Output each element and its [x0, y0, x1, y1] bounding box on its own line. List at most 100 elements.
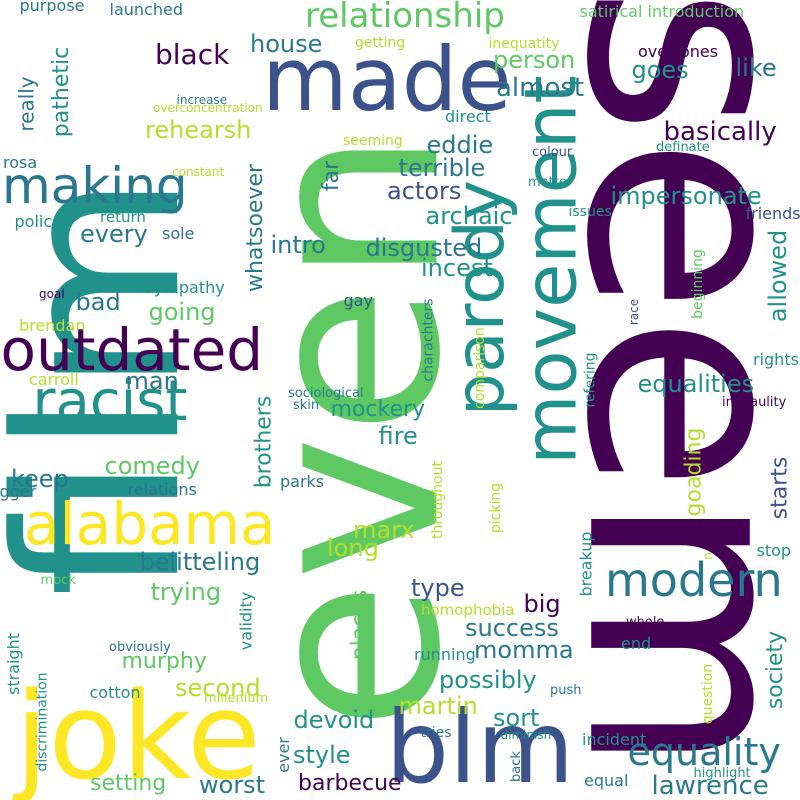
cloud-word: racist: [32, 369, 188, 434]
cloud-word: equalities: [637, 370, 755, 398]
cloud-word: diminish: [500, 728, 552, 742]
cloud-word: refering: [582, 352, 599, 408]
cloud-word: carroll: [29, 370, 79, 389]
cloud-word: disgusted: [365, 234, 483, 262]
cloud-word: charachters: [420, 298, 437, 382]
cloud-word: rosa: [3, 153, 38, 172]
cloud-word: setting: [90, 771, 167, 796]
cloud-word: whole: [626, 614, 665, 630]
cloud-word: terrible: [398, 154, 486, 182]
cloud-word: person: [493, 46, 576, 74]
cloud-word: picking: [488, 482, 505, 534]
cloud-word: incident: [582, 730, 647, 749]
cloud-word: highlight: [693, 765, 751, 781]
cloud-word: goes: [631, 56, 689, 84]
cloud-word: archaic: [425, 202, 513, 230]
cloud-word: comparison: [471, 327, 488, 409]
cloud-word: overconcentration: [153, 101, 263, 115]
cloud-word: places: [346, 589, 372, 661]
cloud-word: matter: [528, 174, 573, 190]
cloud-word: society: [763, 630, 789, 710]
cloud-word: martin: [398, 692, 478, 720]
cloud-word: overtones: [638, 42, 719, 61]
cloud-word: like: [735, 54, 777, 82]
cloud-word: relations: [127, 480, 197, 499]
cloud-word: ineqaulity: [722, 394, 787, 410]
cloud-word: momma: [474, 636, 574, 664]
cloud-word: gay: [343, 291, 373, 310]
cloud-word: gger: [0, 482, 37, 501]
cloud-word: modern: [605, 553, 783, 607]
cloud-word: eddie: [426, 131, 494, 159]
cloud-word: validity: [235, 591, 255, 651]
cloud-word: possibly: [439, 666, 537, 694]
cloud-word: seeming: [343, 133, 403, 149]
cloud-word: beginning: [689, 249, 706, 319]
cloud-word: constant: [172, 165, 225, 179]
cloud-word: trying: [150, 578, 222, 606]
cloud-word: definate: [656, 139, 710, 155]
cloud-word: race: [627, 298, 642, 326]
cloud-word: far: [319, 160, 345, 192]
cloud-word: basically: [663, 117, 777, 147]
cloud-word: impersonate: [610, 182, 762, 210]
cloud-word: breakup: [576, 531, 596, 597]
cloud-word: fire: [378, 422, 418, 450]
cloud-word: almost: [496, 73, 585, 103]
cloud-word: making: [2, 157, 188, 215]
cloud-word: skin: [293, 397, 320, 413]
cloud-word: inequatity: [488, 36, 560, 52]
cloud-word: success: [465, 614, 559, 642]
cloud-word: back: [508, 750, 524, 782]
cloud-word: every: [80, 220, 148, 248]
cloud-word: going: [148, 298, 216, 326]
cloud-word: n: [700, 552, 715, 560]
cloud-word: colour: [532, 144, 573, 160]
cloud-word: purpose: [19, 0, 85, 15]
cloud-word: throughout: [429, 461, 446, 539]
cloud-word: ever: [273, 737, 293, 773]
cloud-word: bad: [75, 288, 121, 316]
cloud-word: made: [262, 28, 512, 131]
cloud-word: second: [175, 674, 261, 702]
cloud-word: allowed: [764, 229, 793, 323]
cloud-word: really: [14, 76, 39, 132]
cloud-word: incest: [421, 254, 493, 282]
cloud-word: long: [327, 534, 379, 562]
cloud-word: pathetic: [49, 46, 75, 138]
cloud-word: marx: [353, 516, 415, 544]
cloud-word: question: [700, 663, 717, 725]
cloud-word: mock: [40, 572, 76, 588]
cloud-word: goading: [680, 427, 706, 517]
cloud-word: style: [293, 741, 351, 769]
cloud-word: starts: [766, 456, 792, 520]
cloud-word: cotton: [89, 683, 141, 702]
cloud-word: obviously: [109, 639, 171, 655]
cloud-word: discrimination: [34, 672, 51, 772]
cloud-word: sociological: [288, 385, 364, 401]
cloud-word: rehearsh: [145, 116, 252, 144]
cloud-word: big: [523, 590, 561, 618]
cloud-word: belitteling: [139, 548, 261, 576]
cloud-word: equal: [584, 771, 629, 790]
cloud-word: brothers: [250, 395, 276, 489]
cloud-word: issues: [568, 204, 612, 220]
cloud-word: whatsoever: [243, 163, 269, 293]
cloud-word: mockery: [330, 397, 426, 422]
cloud-word: barbecue: [298, 771, 402, 796]
cloud-word: devoid: [293, 706, 375, 734]
cloud-word: goal: [39, 287, 65, 301]
cloud-word: getting: [355, 35, 406, 51]
cloud-word: push: [550, 682, 582, 698]
cloud-word: worst: [199, 771, 266, 799]
cloud-word: launched: [109, 0, 183, 19]
cloud-word: increase: [176, 93, 228, 107]
cloud-word: police: [14, 212, 62, 231]
cloud-word: homophobia: [421, 600, 515, 619]
cloud-word: house: [250, 30, 323, 58]
cloud-word: sole: [162, 224, 195, 243]
cloud-word: return: [100, 207, 146, 226]
cloud-word: sort: [493, 704, 540, 732]
cloud-word: joke: [15, 668, 261, 800]
